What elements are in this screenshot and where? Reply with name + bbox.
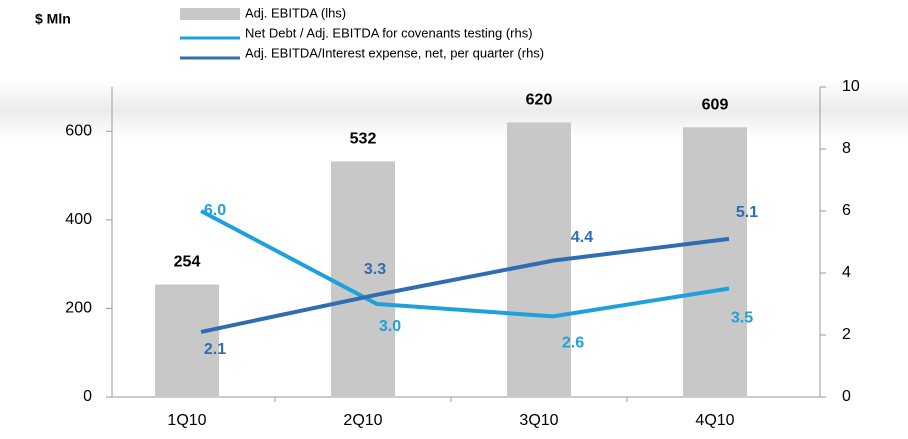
bar-value-label: 620 xyxy=(526,92,553,109)
line-value-label: 2.6 xyxy=(562,335,584,352)
y2-tick-label: 6 xyxy=(842,202,851,219)
y-tick-label: 200 xyxy=(65,300,92,317)
line-value-label: 3.0 xyxy=(379,318,401,335)
line-value-label: 4.4 xyxy=(571,229,593,246)
background-band xyxy=(0,80,908,140)
y-tick-label: 0 xyxy=(83,388,92,405)
y2-tick-label: 2 xyxy=(842,326,851,343)
bar-value-label: 254 xyxy=(174,254,201,271)
bar-value-label: 609 xyxy=(702,97,729,114)
x-tick-label: 1Q10 xyxy=(167,412,206,429)
y2-tick-label: 4 xyxy=(842,264,851,281)
line xyxy=(200,209,730,319)
line-value-label: 6.0 xyxy=(204,202,226,219)
bar xyxy=(683,127,747,398)
line xyxy=(200,236,730,334)
y2-tick-label: 8 xyxy=(842,140,851,157)
y-tick-label: 400 xyxy=(65,211,92,228)
bar xyxy=(331,161,395,397)
x-tick-label: 2Q10 xyxy=(343,412,382,429)
legend-swatch xyxy=(180,8,240,20)
y2-tick-label: 10 xyxy=(842,78,860,95)
legend-label: Adj. EBITDA (lhs) xyxy=(245,5,346,20)
x-tick-label: 3Q10 xyxy=(519,412,558,429)
line-value-label: 5.1 xyxy=(736,204,758,221)
x-tick-label: 4Q10 xyxy=(695,412,734,429)
legend-label: Adj. EBITDA/Interest expense, net, per q… xyxy=(245,45,544,60)
bar-value-label: 532 xyxy=(350,131,377,148)
legend-label: Net Debt / Adj. EBITDA for covenants tes… xyxy=(245,25,533,40)
unit-label: $ Mln xyxy=(35,11,71,27)
line-value-label: 3.3 xyxy=(364,261,386,278)
y2-tick-label: 0 xyxy=(842,388,851,405)
y-tick-label: 600 xyxy=(65,123,92,140)
bar xyxy=(155,284,219,397)
line-value-label: 3.5 xyxy=(731,310,753,327)
line-value-label: 2.1 xyxy=(204,341,226,358)
